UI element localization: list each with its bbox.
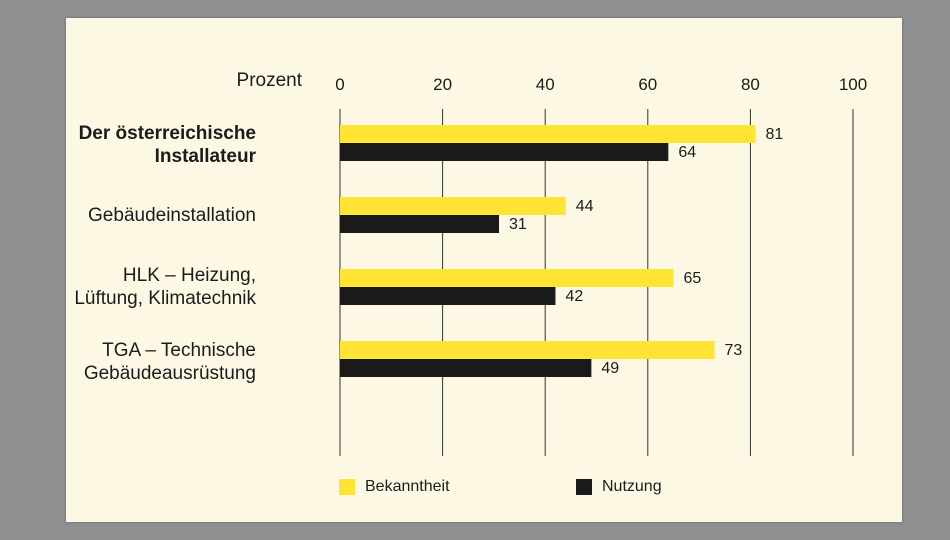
legend-swatch-nutzung [576, 479, 592, 495]
category-label-installateur: Der österreichische Installateur [0, 122, 256, 168]
x-tick-label: 80 [741, 75, 760, 94]
category-label-line: Gebäudeinstallation [88, 205, 256, 226]
category-label-hlk: HLK – Heizung, Lüftung, Klimatechnik [0, 264, 256, 310]
data-label: 31 [509, 216, 527, 233]
x-tick-label: 20 [433, 75, 452, 94]
category-label-line: TGA – Technische [102, 340, 256, 361]
bar-nutzung [340, 215, 500, 233]
category-label-line: HLK – Heizung, [122, 265, 256, 286]
x-tick-label: 100 [839, 75, 867, 94]
category-label-gebaeudeinstallation: Gebäudeinstallation [0, 204, 256, 227]
legend-swatch-bekanntheit [339, 479, 355, 495]
legend-label-nutzung: Nutzung [602, 478, 662, 495]
data-label: 44 [576, 198, 594, 215]
bar-bekanntheit [340, 269, 674, 287]
bar-bekanntheit [340, 197, 566, 215]
data-label: 42 [565, 288, 583, 305]
legend-label-bekanntheit: Bekanntheit [365, 478, 450, 495]
category-label-line: Gebäudeausrüstung [83, 363, 256, 384]
data-label: 64 [678, 144, 696, 161]
x-tick-label: 60 [638, 75, 657, 94]
bar-nutzung [340, 359, 592, 377]
x-tick-label: 0 [335, 75, 344, 94]
data-label: 49 [601, 360, 619, 377]
bar-nutzung [340, 287, 556, 305]
category-label-line: Der österreichische [78, 123, 256, 144]
legend-item-bekanntheit: Bekanntheit [339, 478, 450, 496]
category-label-line: Lüftung, Klimatechnik [74, 288, 256, 309]
category-label-line: Installateur [154, 146, 256, 167]
category-label-tga: TGA – Technische Gebäudeausrüstung [0, 339, 256, 385]
legend-item-nutzung: Nutzung [576, 478, 662, 496]
bar-nutzung [340, 143, 669, 161]
data-label: 73 [724, 342, 742, 359]
data-label: 65 [683, 270, 701, 287]
chart-card: Prozent Der österreichische Installateur… [66, 18, 902, 522]
bar-bekanntheit [340, 125, 756, 143]
x-tick-label: 40 [536, 75, 555, 94]
data-label: 81 [766, 126, 784, 143]
bar-chart: 0 20 40 60 80 100 81 44 65 73 64 31 42 49 [335, 75, 867, 456]
unit-label: Prozent [236, 70, 302, 91]
bar-bekanntheit [340, 341, 715, 359]
